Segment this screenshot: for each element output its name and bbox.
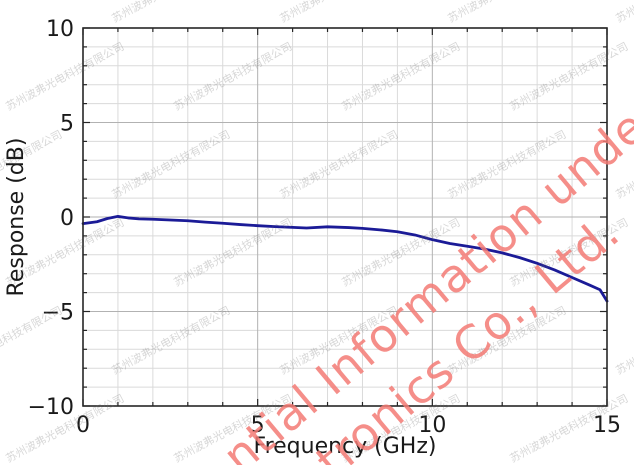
y-tick-label: −10	[28, 395, 74, 420]
x-axis-label: Frequency (GHz)	[253, 434, 437, 459]
y-tick-label: −5	[42, 301, 74, 326]
response-curve	[81, 215, 609, 303]
y-tick-label: 0	[60, 206, 74, 231]
x-tick-label: 10	[418, 413, 446, 438]
x-tick-label: 5	[251, 413, 265, 438]
y-tick-label: 5	[60, 112, 74, 137]
y-axis-label: Response (dB)	[4, 137, 29, 297]
x-tick-label: 15	[593, 413, 621, 438]
x-tick-label: 0	[76, 413, 90, 438]
y-tick-label: 10	[46, 17, 74, 42]
